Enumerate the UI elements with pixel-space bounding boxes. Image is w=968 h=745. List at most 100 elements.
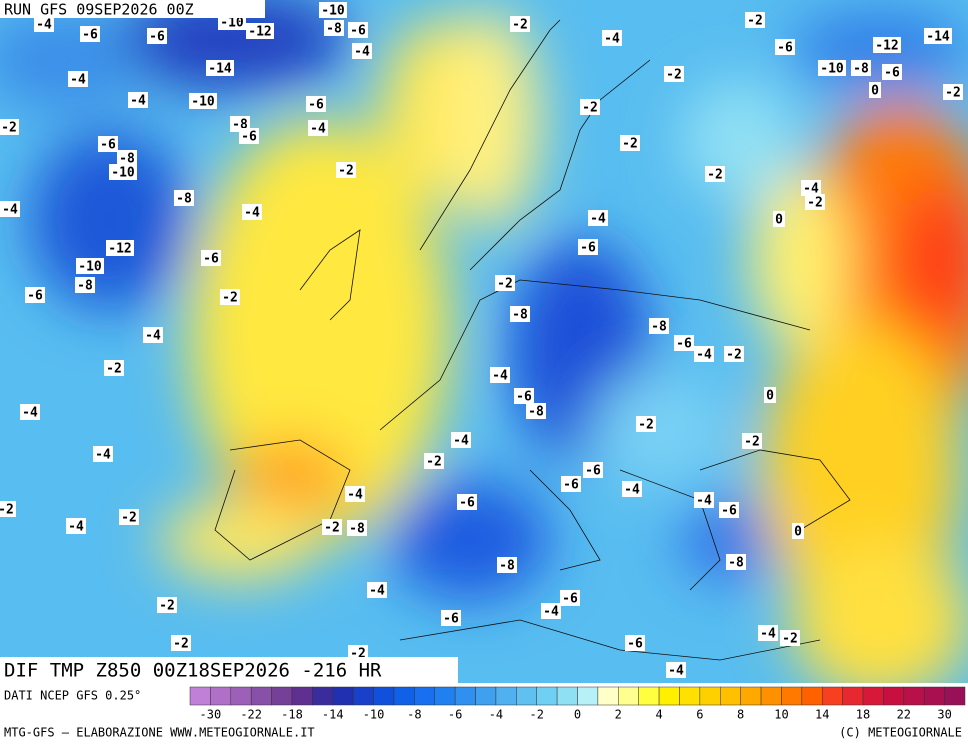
label-box	[869, 82, 881, 98]
label-box	[764, 387, 776, 403]
label-box	[322, 519, 342, 535]
label-box	[319, 2, 347, 18]
legend-swatch	[862, 686, 884, 706]
contour-label: -8	[326, 22, 342, 37]
label-box	[174, 190, 194, 206]
label-box	[526, 403, 546, 419]
label-box	[792, 523, 804, 539]
legend-swatch	[720, 686, 741, 706]
legend-swatch	[189, 686, 211, 706]
contour-label: -2	[426, 455, 442, 470]
label-box	[620, 135, 640, 151]
legend-tick-label: 10	[774, 708, 788, 722]
contour-label: -2	[638, 418, 654, 433]
legend-swatch	[556, 686, 578, 706]
label-box	[510, 16, 530, 32]
contour-label: -8	[77, 279, 93, 294]
legend-swatch	[638, 686, 660, 706]
legend-swatch	[230, 686, 252, 706]
label-box	[75, 277, 95, 293]
label-box	[171, 635, 191, 651]
legend-tick-label: -4	[489, 708, 503, 722]
label-box	[451, 432, 471, 448]
label-box	[745, 12, 765, 28]
contour-labels: -4-6 -6-10-12-10-8 -6-4-2 -2-4-6 -12-14-4-14…	[0, 2, 963, 679]
contour-label: -6	[516, 390, 532, 405]
contour-label: 0	[871, 84, 879, 99]
legend-tick-label: 8	[737, 708, 744, 722]
label-box	[561, 476, 581, 492]
run-box	[0, 0, 265, 18]
label-box	[541, 603, 561, 619]
contour-label: -6	[676, 337, 692, 352]
label-box	[189, 93, 217, 109]
legend-swatch	[434, 686, 456, 706]
contour-label: -8	[528, 405, 544, 420]
contour-label: -4	[590, 212, 606, 227]
contour-label: -2	[222, 291, 238, 306]
label-box	[336, 162, 356, 178]
legend-swatch	[536, 686, 558, 706]
label-box	[583, 462, 603, 478]
contour-label: -6	[443, 612, 459, 627]
label-box	[805, 194, 825, 210]
contour-label: -12	[108, 242, 131, 257]
label-box	[0, 119, 19, 135]
label-box	[773, 211, 785, 227]
title-box	[0, 657, 458, 683]
label-box	[424, 453, 444, 469]
contour-label: -6	[350, 24, 366, 39]
run-label: RUN GFS 09SEP2026 00Z	[4, 1, 194, 19]
legend-swatch	[658, 686, 680, 706]
contour-label: -12	[875, 39, 898, 54]
legend-swatch	[495, 686, 517, 706]
label-box	[25, 287, 45, 303]
legend-swatch	[618, 686, 639, 706]
label-box	[306, 96, 326, 112]
contour-label: -4	[453, 434, 469, 449]
label-box	[201, 250, 221, 266]
legend-swatch	[842, 686, 864, 706]
label-box	[602, 30, 622, 46]
legend-tick-label: -14	[322, 708, 344, 722]
label-box	[873, 37, 901, 53]
label-box	[625, 635, 645, 651]
footer-right: (C) METEOGIORNALE	[839, 726, 962, 740]
contour-label: -2	[1, 121, 17, 136]
label-box	[93, 446, 113, 462]
label-box	[220, 289, 240, 305]
label-box	[560, 590, 580, 606]
contour-label: -6	[27, 289, 43, 304]
label-box	[924, 28, 952, 44]
contour-label: -6	[585, 464, 601, 479]
contour-label: -6	[884, 66, 900, 81]
contour-label: -2	[807, 196, 823, 211]
contour-label: -6	[721, 504, 737, 519]
contour-label: -4	[310, 122, 326, 137]
label-box	[66, 518, 86, 534]
contour-label: -6	[580, 241, 596, 256]
label-box	[666, 662, 686, 678]
contour-label: -2	[338, 164, 354, 179]
contour-label: -6	[203, 252, 219, 267]
contour-label: -6	[82, 28, 98, 43]
contour-label: -10	[220, 16, 244, 31]
contour-label: -4	[347, 488, 363, 503]
contour-label: -2	[666, 68, 682, 83]
contour-label: -2	[582, 101, 598, 116]
contour-label: -6	[100, 138, 116, 153]
label-box	[0, 501, 16, 517]
contour-label: -2	[121, 511, 137, 526]
legend-swatch	[271, 686, 293, 706]
contour-label: -4	[668, 664, 684, 679]
label-box	[308, 120, 328, 136]
legend-tick-label: -22	[240, 708, 262, 722]
contour-label: -4	[244, 206, 260, 221]
label-box	[246, 23, 274, 39]
contour-label: -2	[747, 14, 763, 29]
contour-label: -4	[760, 627, 776, 642]
contour-label: -4	[624, 483, 640, 498]
label-box	[694, 492, 714, 508]
label-box	[106, 240, 134, 256]
